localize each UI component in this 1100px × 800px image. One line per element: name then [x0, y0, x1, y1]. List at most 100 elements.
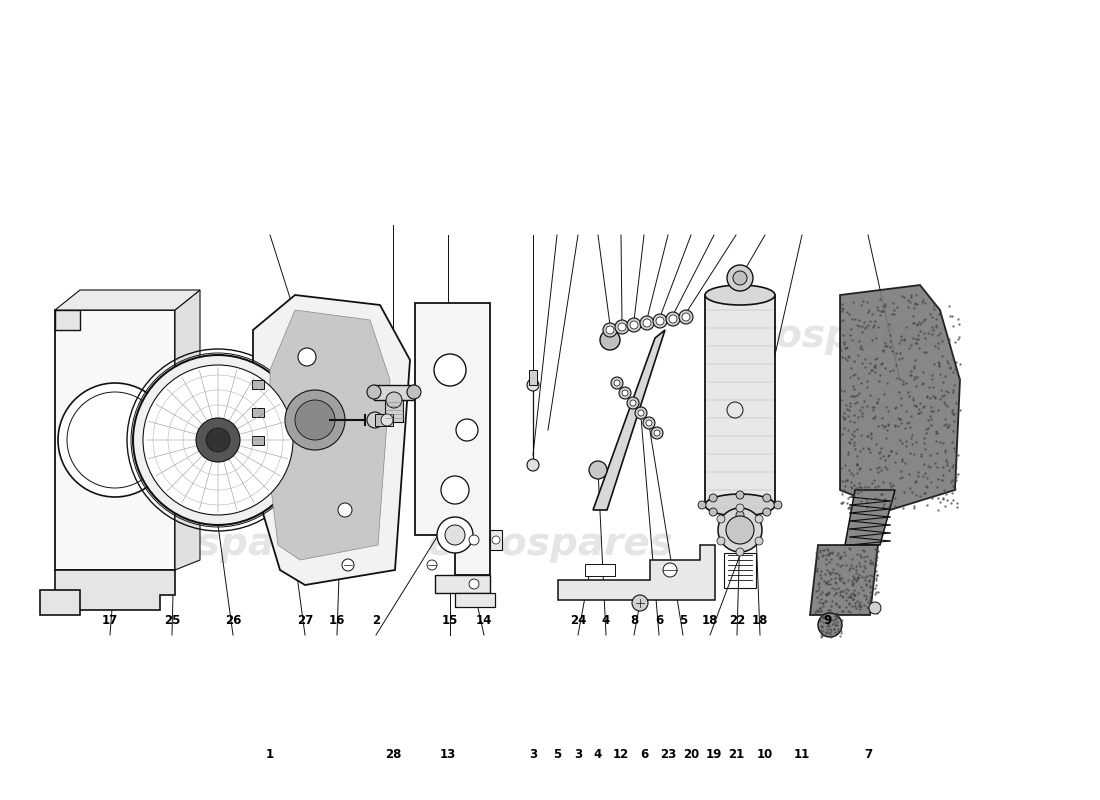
Circle shape — [774, 501, 782, 509]
Circle shape — [627, 397, 639, 409]
Text: 15: 15 — [442, 614, 459, 626]
Text: 28: 28 — [385, 749, 402, 762]
Bar — [455, 593, 495, 607]
Bar — [490, 530, 502, 550]
Circle shape — [469, 579, 478, 589]
Text: 14: 14 — [476, 614, 492, 626]
Circle shape — [434, 354, 466, 386]
Polygon shape — [55, 310, 175, 570]
Text: eurospares: eurospares — [702, 317, 948, 355]
Circle shape — [603, 323, 617, 337]
Circle shape — [437, 517, 473, 553]
Circle shape — [736, 491, 744, 499]
Text: 6: 6 — [640, 749, 648, 762]
Bar — [585, 564, 615, 576]
Text: 2: 2 — [372, 614, 381, 626]
Circle shape — [698, 501, 706, 509]
Circle shape — [133, 355, 302, 525]
Circle shape — [646, 420, 652, 426]
Text: 23: 23 — [660, 749, 676, 762]
Circle shape — [763, 508, 771, 516]
Text: 22: 22 — [729, 614, 745, 626]
Text: 8: 8 — [630, 614, 638, 626]
Ellipse shape — [705, 494, 776, 516]
Text: 17: 17 — [102, 614, 118, 626]
Text: 18: 18 — [702, 614, 718, 626]
Circle shape — [710, 508, 717, 516]
Circle shape — [621, 390, 628, 396]
Polygon shape — [810, 545, 878, 615]
Circle shape — [427, 560, 437, 570]
Circle shape — [663, 563, 676, 577]
Circle shape — [632, 595, 648, 611]
Circle shape — [619, 387, 631, 399]
Bar — [252, 436, 264, 445]
Circle shape — [651, 427, 663, 439]
Text: 19: 19 — [706, 749, 723, 762]
Circle shape — [527, 379, 539, 391]
Circle shape — [367, 412, 383, 428]
Text: 3: 3 — [574, 749, 582, 762]
Circle shape — [196, 418, 240, 462]
Polygon shape — [705, 295, 776, 505]
Circle shape — [755, 515, 763, 523]
Circle shape — [763, 494, 771, 502]
Polygon shape — [55, 310, 80, 330]
Circle shape — [456, 419, 478, 441]
Circle shape — [666, 312, 680, 326]
Text: 26: 26 — [224, 614, 241, 626]
Polygon shape — [55, 290, 200, 310]
Circle shape — [618, 323, 626, 331]
Bar — [375, 414, 393, 426]
Circle shape — [381, 414, 393, 426]
Polygon shape — [840, 285, 960, 510]
Circle shape — [869, 602, 881, 614]
Circle shape — [446, 525, 465, 545]
Circle shape — [669, 315, 676, 323]
Circle shape — [469, 535, 478, 545]
Circle shape — [143, 365, 293, 515]
Polygon shape — [253, 295, 410, 585]
Polygon shape — [558, 545, 715, 600]
Text: 9: 9 — [823, 614, 832, 626]
Text: 4: 4 — [602, 614, 610, 626]
Bar — [434, 575, 490, 593]
Circle shape — [58, 383, 172, 497]
Circle shape — [606, 326, 614, 334]
Circle shape — [614, 380, 620, 386]
Circle shape — [527, 459, 539, 471]
Circle shape — [600, 330, 620, 350]
Circle shape — [727, 265, 754, 291]
Polygon shape — [845, 490, 895, 545]
Circle shape — [285, 390, 345, 450]
Circle shape — [653, 314, 667, 328]
Circle shape — [682, 313, 690, 321]
Circle shape — [736, 548, 744, 556]
Circle shape — [818, 613, 842, 637]
Text: 11: 11 — [794, 749, 810, 762]
Circle shape — [588, 461, 607, 479]
Circle shape — [717, 515, 725, 523]
Text: 21: 21 — [728, 749, 744, 762]
Circle shape — [726, 516, 754, 544]
Circle shape — [441, 476, 469, 504]
Text: 18: 18 — [751, 614, 768, 626]
Circle shape — [644, 319, 651, 327]
Circle shape — [206, 428, 230, 452]
Polygon shape — [55, 570, 175, 610]
Circle shape — [610, 377, 623, 389]
Circle shape — [736, 511, 744, 519]
Circle shape — [755, 537, 763, 545]
Circle shape — [295, 400, 336, 440]
Ellipse shape — [705, 285, 776, 305]
Polygon shape — [415, 303, 490, 575]
Circle shape — [654, 430, 660, 436]
Circle shape — [717, 537, 725, 545]
Circle shape — [367, 385, 381, 399]
Bar — [374, 385, 414, 400]
Text: 6: 6 — [654, 614, 663, 626]
Bar — [252, 408, 264, 417]
Polygon shape — [270, 310, 390, 560]
Text: 24: 24 — [570, 614, 586, 626]
Text: 7: 7 — [864, 749, 872, 762]
